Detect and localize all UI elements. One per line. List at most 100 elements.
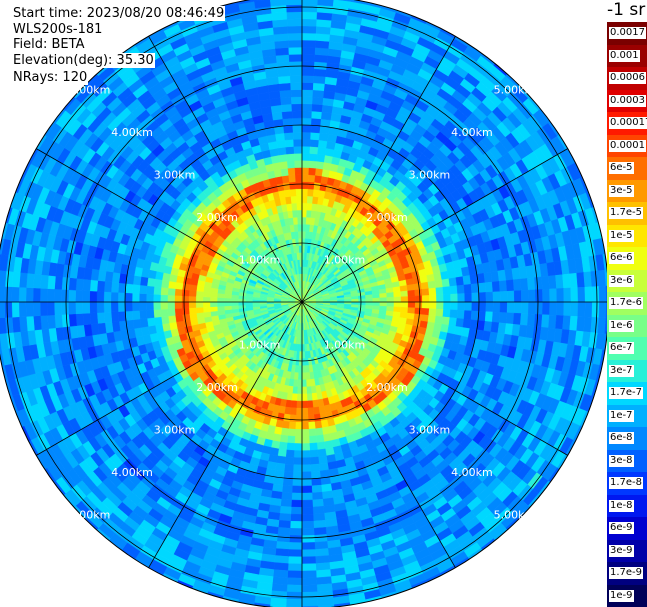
data-cell (520, 313, 529, 326)
data-cell (414, 307, 423, 315)
data-cell (301, 365, 306, 374)
data-cell (535, 301, 543, 315)
data-cell (312, 96, 324, 106)
data-cell (312, 82, 326, 91)
data-cell (281, 103, 293, 113)
data-cell (293, 450, 303, 458)
data-cell (569, 315, 578, 332)
data-cell (301, 68, 315, 76)
data-cell (301, 11, 318, 20)
data-cell (591, 301, 600, 318)
data-cell (583, 316, 593, 333)
data-cell (0, 253, 2, 266)
data-cell (40, 315, 49, 330)
data-cell (32, 287, 41, 303)
data-cell (290, 513, 303, 522)
data-cell (284, 189, 292, 198)
data-cell (428, 308, 437, 317)
data-cell (301, 436, 310, 444)
data-cell (110, 301, 119, 313)
data-cell (288, 549, 303, 558)
data-cell (301, 414, 309, 423)
data-cell (181, 301, 190, 309)
data-cell (318, 132, 329, 142)
data-cell (96, 301, 105, 313)
data-cell (167, 280, 177, 289)
data-cell (306, 195, 314, 204)
data-cell (188, 307, 197, 315)
data-cell (301, 556, 316, 565)
data-cell (124, 292, 133, 303)
data-cell (577, 301, 586, 318)
data-cell (275, 54, 290, 63)
data-cell (555, 315, 564, 330)
data-cell (153, 301, 161, 310)
data-cell (542, 301, 551, 316)
data-cell (301, 372, 307, 381)
data-cell (68, 313, 77, 327)
data-cell (174, 301, 183, 309)
data-cell (18, 286, 27, 303)
data-cell (282, 477, 293, 487)
data-cell (275, 548, 290, 557)
data-cell (216, 297, 225, 303)
data-cell (290, 82, 303, 91)
data-cell (291, 96, 303, 105)
data-cell (301, 351, 306, 359)
data-cell (301, 131, 312, 140)
data-cell (407, 307, 416, 315)
data-cell (284, 463, 294, 472)
data-cell (301, 230, 306, 239)
data-cell (315, 26, 332, 35)
data-cell (139, 276, 149, 286)
data-cell (301, 96, 313, 105)
data-cell (230, 298, 239, 303)
data-cell (314, 61, 328, 70)
data-cell (393, 301, 402, 308)
data-cell (230, 301, 239, 306)
data-cell (443, 301, 451, 310)
data-cell (315, 427, 324, 437)
data-cell (238, 301, 246, 306)
data-cell (570, 301, 579, 317)
data-cell (315, 160, 325, 170)
data-cell (275, 47, 290, 56)
data-cell (308, 160, 318, 169)
data-cell (276, 61, 290, 70)
data-cell (298, 245, 303, 253)
data-cell (285, 196, 292, 205)
data-cell (146, 309, 155, 319)
data-cell (295, 188, 303, 197)
data-cell (68, 289, 76, 303)
data-cell (291, 202, 298, 211)
data-cell (541, 314, 550, 329)
data-cell (146, 317, 156, 327)
data-cell (315, 434, 325, 444)
data-cell (301, 181, 309, 190)
data-cell (125, 283, 134, 294)
data-cell (275, 132, 286, 142)
data-cell (534, 314, 543, 328)
data-cell (492, 301, 501, 313)
data-cell (286, 203, 293, 212)
data-cell (301, 464, 312, 473)
data-cell (286, 435, 296, 444)
data-cell (117, 301, 126, 312)
data-cell (316, 11, 333, 21)
data-cell (285, 598, 303, 607)
data-cell (292, 478, 303, 487)
data-cell (278, 513, 292, 522)
data-cell (449, 309, 458, 319)
data-cell (245, 301, 253, 306)
data-cell (277, 68, 291, 77)
data-cell (427, 315, 437, 324)
data-cell (456, 309, 465, 320)
data-cell (289, 61, 303, 69)
data-cell (287, 210, 294, 219)
data-cell (312, 498, 324, 508)
data-cell (288, 46, 303, 55)
data-cell (82, 312, 91, 326)
data-cell (0, 285, 6, 303)
data-cell (313, 413, 322, 422)
